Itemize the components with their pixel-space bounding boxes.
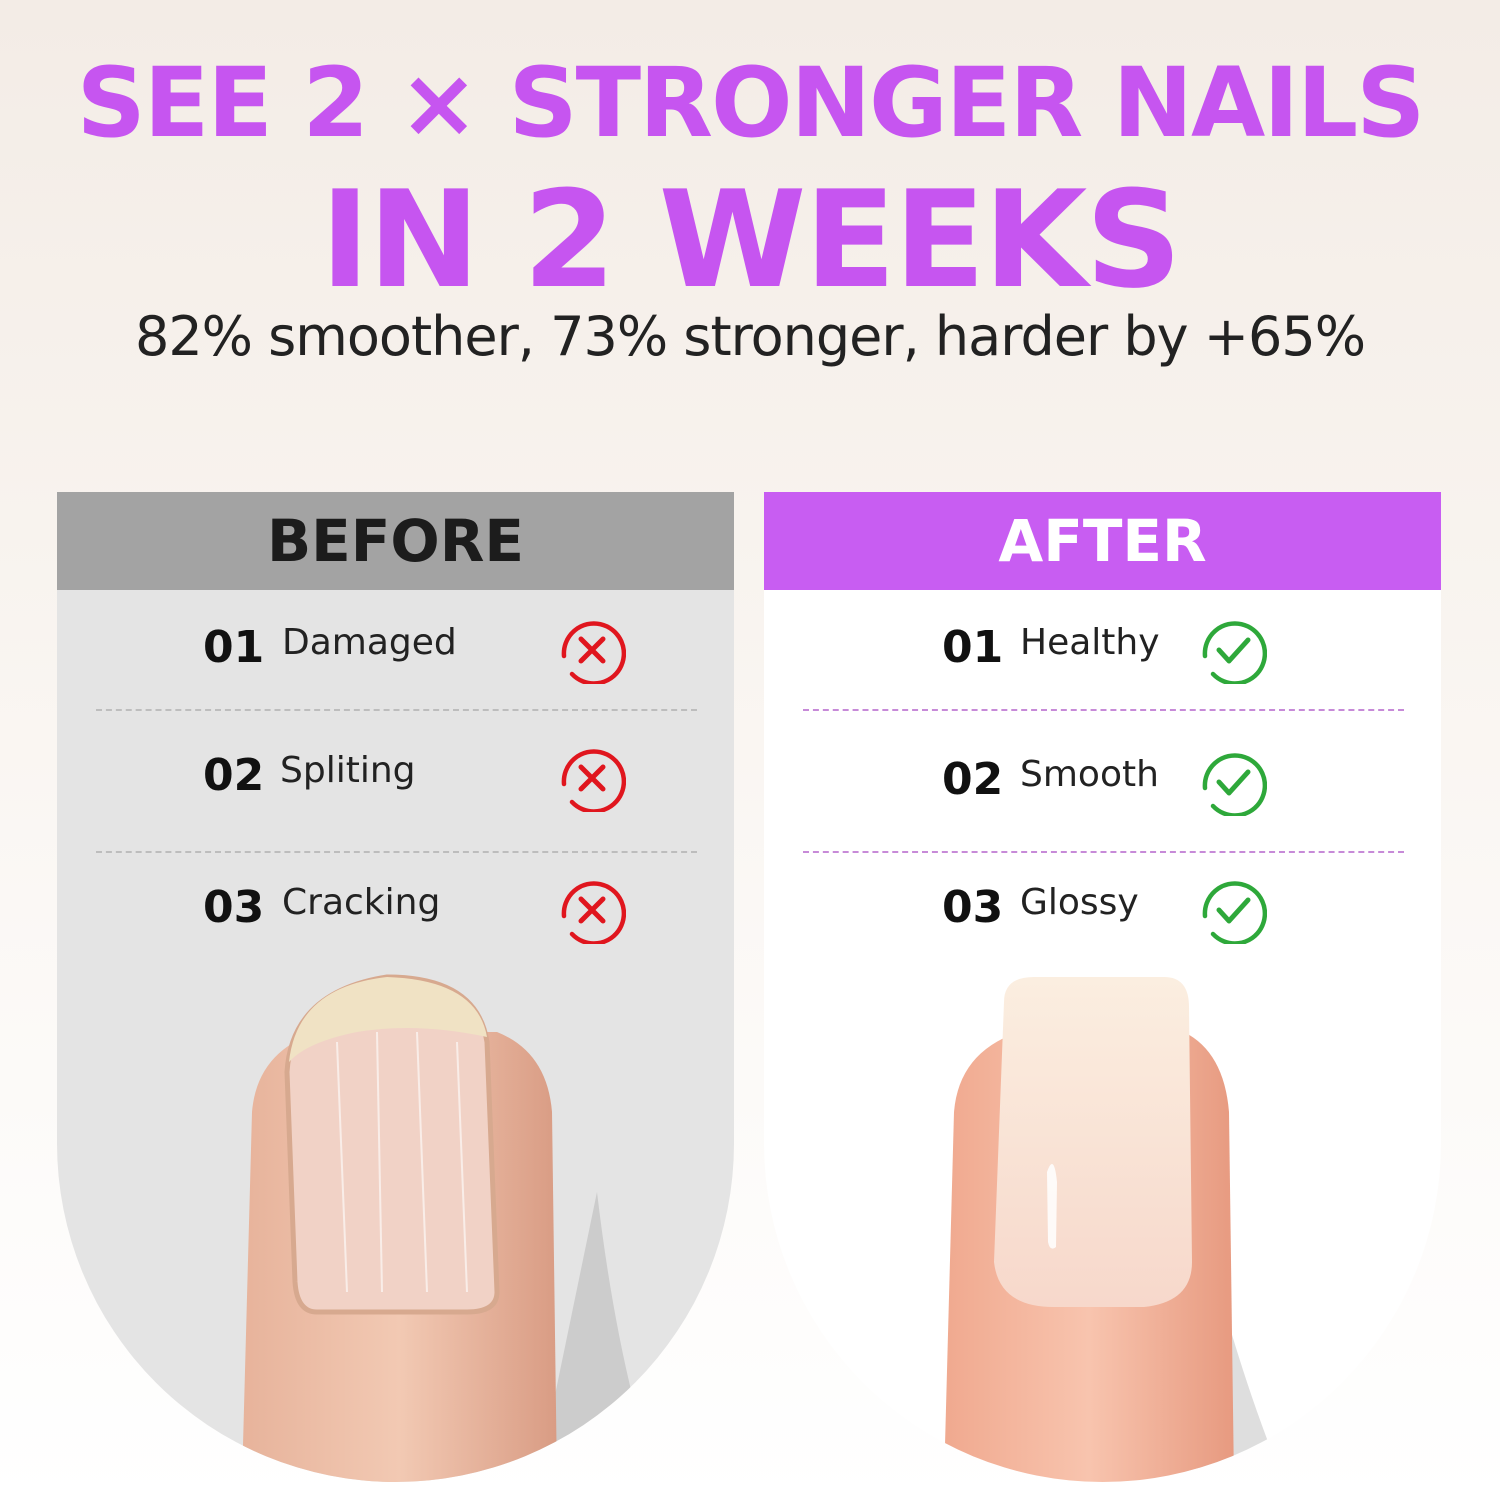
item-number: 01 xyxy=(203,622,265,673)
x-circle-icon xyxy=(561,881,626,944)
after-title: AFTER xyxy=(764,492,1441,590)
divider xyxy=(803,851,1404,853)
healthy-nail-image xyxy=(944,977,1284,1482)
check-circle-icon xyxy=(1202,621,1267,684)
check-circle-icon xyxy=(1202,753,1267,816)
headline-line1: SEE 2 × STRONGER NAILS xyxy=(76,47,1426,159)
list-item: 02 Spliting xyxy=(57,718,734,838)
damaged-nail-image xyxy=(242,974,657,1482)
item-label: Spliting xyxy=(280,750,416,791)
subheadline: 82% smoother, 73% stronger, harder by +6… xyxy=(134,305,1366,368)
check-circle-icon xyxy=(1202,881,1267,944)
before-title: BEFORE xyxy=(57,492,734,590)
item-number: 03 xyxy=(942,882,1004,933)
item-label: Healthy xyxy=(1020,622,1160,663)
list-item: 03 Cracking xyxy=(57,850,734,970)
headline-line2: IN 2 WEEKS xyxy=(320,162,1182,318)
divider xyxy=(96,851,697,853)
after-panel: AFTER 01 Healthy 02 Smooth 03 Glossy xyxy=(764,492,1441,1482)
list-item: 01 Damaged xyxy=(57,590,734,710)
item-number: 02 xyxy=(203,750,265,801)
x-circle-icon xyxy=(561,621,626,684)
item-number: 01 xyxy=(942,622,1004,673)
x-circle-icon xyxy=(561,749,626,812)
list-item: 01 Healthy xyxy=(764,590,1441,710)
divider xyxy=(803,709,1404,711)
list-item: 02 Smooth xyxy=(764,722,1441,842)
item-label: Damaged xyxy=(282,622,457,663)
item-label: Smooth xyxy=(1020,754,1159,795)
item-label: Cracking xyxy=(282,882,441,923)
before-panel: BEFORE 01 Damaged 02 Spliting 03 Crackin… xyxy=(57,492,734,1482)
divider xyxy=(96,709,697,711)
item-number: 02 xyxy=(942,754,1004,805)
item-number: 03 xyxy=(203,882,265,933)
item-label: Glossy xyxy=(1020,882,1139,923)
list-item: 03 Glossy xyxy=(764,850,1441,970)
